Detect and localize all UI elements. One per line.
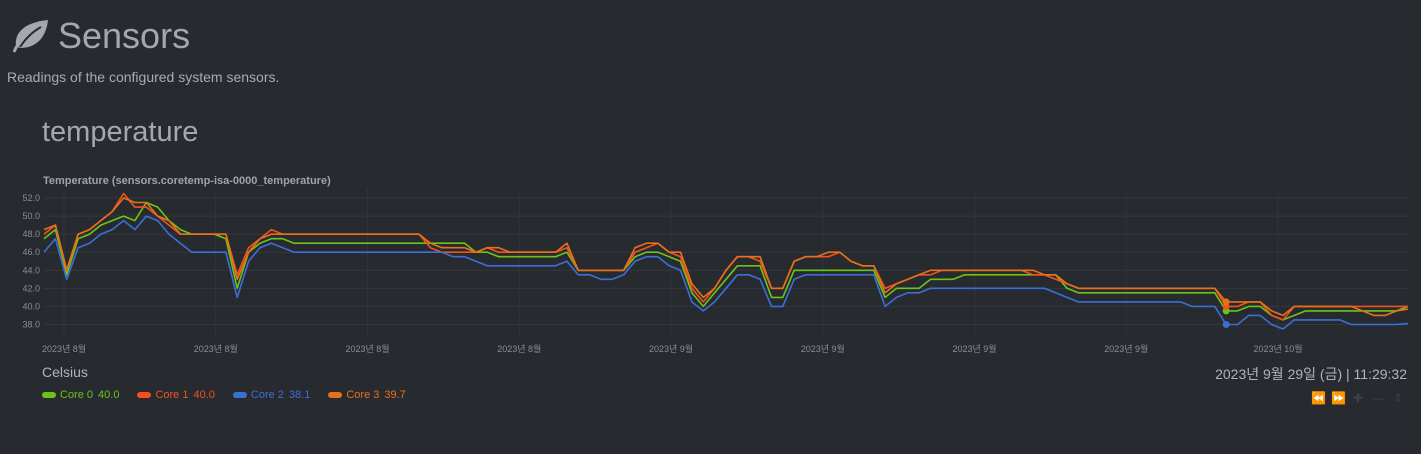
temperature-chart[interactable]: 52.0 50.0 48.0 46.0 44.0 42.0 40.0 38.0 2023년 8월… — [0, 185, 1421, 363]
legend-swatch — [328, 392, 343, 398]
y-tick-label: 46.0 — [22, 247, 40, 257]
legend-label: Core 2 — [250, 389, 284, 401]
x-tick-label: 2023년 9월 — [649, 343, 693, 354]
hover-point-core-3 — [1222, 298, 1230, 306]
y-tick-label: 42.0 — [22, 283, 40, 293]
y-tick-label: 52.0 — [22, 193, 40, 203]
legend-value: 38.1 — [288, 389, 311, 401]
legend-value: 39.7 — [384, 389, 406, 401]
chart-toolbox: ⏪ ⏩ ✚ — ⇕ — [1311, 392, 1405, 404]
legend-swatch — [42, 392, 56, 398]
zoom-in-icon[interactable]: ✚ — [1352, 391, 1364, 405]
rewind-icon[interactable]: ⏪ — [1311, 391, 1326, 405]
y-tick-label: 50.0 — [22, 211, 40, 221]
legend-item-core-2[interactable]: Core 2 38.1 — [232, 389, 311, 401]
x-tick-label: 2023년 9월 — [801, 343, 845, 354]
series-line-core-1 — [43, 192, 1408, 321]
hover-point-core-2 — [1222, 320, 1230, 328]
x-tick-label: 2023년 10월 — [1253, 343, 1302, 354]
section-title: temperature — [42, 116, 199, 148]
page-header: Sensors — [8, 14, 190, 58]
series-line-core-2 — [43, 215, 1409, 330]
y-tick-label: 38.0 — [22, 319, 40, 329]
legend-label: Core 3 — [346, 389, 380, 401]
page-title: Sensors — [58, 15, 191, 56]
page-description: Readings of the configured system sensor… — [7, 69, 280, 85]
legend-swatch — [137, 392, 152, 398]
x-tick-label: 2023년 8월 — [345, 343, 389, 354]
resize-icon[interactable]: ⇕ — [1392, 391, 1404, 405]
y-tick-label: 48.0 — [22, 229, 40, 239]
legend-value: 40.0 — [98, 389, 120, 401]
chart-units: Celsius — [42, 364, 88, 380]
legend-item-core-3[interactable]: Core 3 39.7 — [328, 389, 406, 401]
legend-label: Core 1 — [155, 389, 189, 401]
legend-swatch — [232, 392, 247, 398]
chart-timestamp: 2023년 9월 29일 (금) | 11:29:32 — [1215, 366, 1407, 382]
chart-legend: Core 0 40.0 Core 1 40.0 Core 2 38.1 Core… — [42, 389, 424, 401]
leaf-icon — [12, 20, 48, 53]
x-tick-label: 2023년 8월 — [497, 343, 541, 354]
legend-item-core-1[interactable]: Core 1 40.0 — [137, 389, 215, 401]
zoom-out-icon[interactable]: — — [1372, 391, 1384, 405]
y-tick-label: 44.0 — [22, 265, 40, 275]
x-tick-label: 2023년 8월 — [194, 343, 238, 354]
series-line-core-0 — [43, 201, 1409, 321]
chart-title: Temperature (sensors.coretemp-isa-0000_t… — [43, 175, 331, 187]
y-tick-label: 40.0 — [22, 301, 40, 311]
legend-item-core-0[interactable]: Core 0 40.0 — [42, 389, 119, 401]
x-tick-label: 2023년 8월 — [42, 343, 86, 354]
fast-forward-icon[interactable]: ⏩ — [1331, 391, 1346, 405]
x-tick-label: 2023년 9월 — [952, 343, 996, 354]
series-line-core-3 — [43, 197, 1409, 317]
x-tick-label: 2023년 9월 — [1104, 343, 1148, 354]
legend-label: Core 0 — [60, 389, 94, 401]
legend-value: 40.0 — [193, 389, 215, 401]
